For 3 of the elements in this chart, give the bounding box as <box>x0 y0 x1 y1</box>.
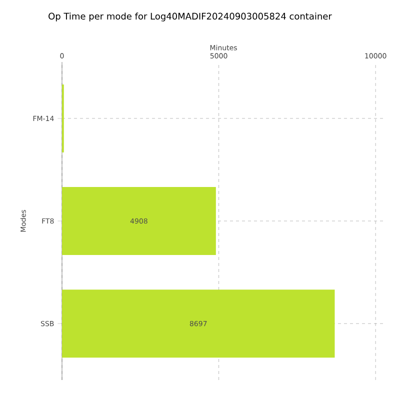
chart-title: Op Time per mode for Log40MADIF20240903005824 container <box>48 12 332 22</box>
bar <box>62 187 216 255</box>
bar <box>62 290 335 358</box>
